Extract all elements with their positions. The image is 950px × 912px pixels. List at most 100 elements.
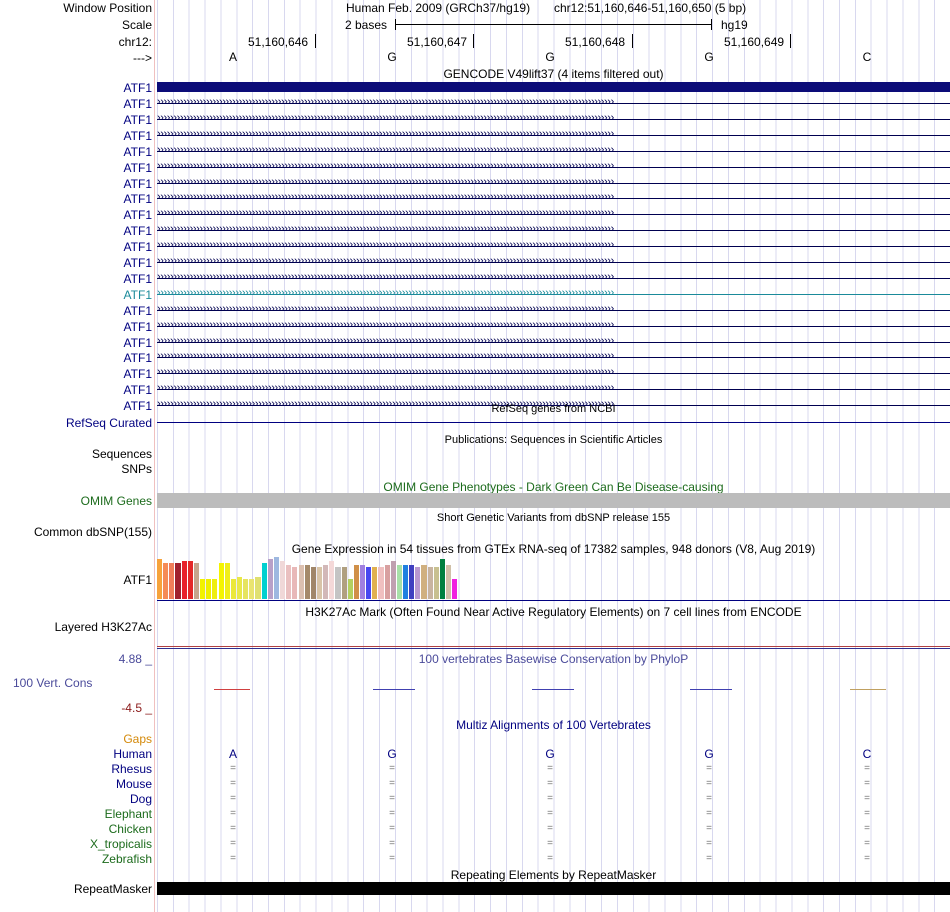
gtex-tissue-bar[interactable] bbox=[415, 567, 421, 599]
gencode-transcript-label[interactable]: ATF1 bbox=[123, 383, 152, 398]
gtex-tissue-bar[interactable] bbox=[304, 565, 310, 599]
cons-track-title[interactable]: 100 vertebrates Basewise Conservation by… bbox=[418, 652, 689, 666]
gtex-tissue-bar[interactable] bbox=[218, 563, 224, 599]
gencode-transcript-label[interactable]: ATF1 bbox=[123, 335, 152, 350]
gtex-tissue-bar[interactable] bbox=[261, 563, 267, 599]
multiz-species-label[interactable]: X_tropicalis bbox=[89, 837, 152, 851]
gtex-tissue-bar[interactable] bbox=[341, 567, 347, 599]
gencode-transcript-line[interactable]: ››››››››››››››››››››››››››››››››››››››››… bbox=[157, 383, 950, 397]
gtex-label[interactable]: ATF1 bbox=[123, 573, 152, 587]
gtex-tissue-bar[interactable] bbox=[206, 579, 212, 599]
repeatmasker-label[interactable]: RepeatMasker bbox=[73, 882, 152, 896]
gencode-transcript-line[interactable]: ››››››››››››››››››››››››››››››››››››››››… bbox=[157, 161, 950, 175]
gencode-transcript-label[interactable]: ATF1 bbox=[123, 192, 152, 207]
gtex-tissue-bar[interactable] bbox=[409, 565, 415, 599]
gencode-transcript-line[interactable]: ››››››››››››››››››››››››››››››››››››››››… bbox=[157, 224, 950, 238]
gtex-tissue-bar[interactable] bbox=[390, 561, 396, 599]
gtex-tissue-bar[interactable] bbox=[427, 567, 433, 599]
gencode-transcript-label[interactable]: ATF1 bbox=[123, 128, 152, 143]
gencode-transcript-label[interactable]: ATF1 bbox=[123, 97, 152, 111]
gtex-tissue-bar[interactable] bbox=[243, 579, 249, 599]
gencode-track-title[interactable]: GENCODE V49lift37 (4 items filtered out) bbox=[443, 67, 664, 81]
gencode-transcript-label[interactable]: ATF1 bbox=[123, 208, 152, 223]
gencode-transcript-line[interactable]: ››››››››››››››››››››››››››››››››››››››››… bbox=[157, 129, 950, 143]
window-position-text[interactable]: chr12:51,160,646-51,160,650 (5 bp) bbox=[554, 1, 747, 15]
repeatmasker-track-title[interactable]: Repeating Elements by RepeatMasker bbox=[450, 868, 657, 882]
gtex-tissue-bar[interactable] bbox=[396, 565, 403, 599]
gencode-transcript-label[interactable]: ATF1 bbox=[123, 399, 152, 414]
gtex-tissue-bar[interactable] bbox=[372, 567, 378, 599]
gtex-tissue-bar[interactable] bbox=[452, 579, 458, 599]
gtex-tissue-bar[interactable] bbox=[267, 559, 273, 599]
h3k27ac-label[interactable]: Layered H3K27Ac bbox=[54, 620, 152, 634]
gtex-tissue-bar[interactable] bbox=[353, 565, 359, 599]
gtex-tissue-bar[interactable] bbox=[236, 577, 243, 599]
gtex-track-title[interactable]: Gene Expression in 54 tissues from GTEx … bbox=[291, 542, 816, 556]
gtex-tissue-bar[interactable] bbox=[310, 567, 316, 599]
gtex-tissue-bar[interactable] bbox=[249, 579, 255, 599]
gtex-tissue-bar[interactable] bbox=[255, 577, 261, 599]
gtex-tissue-bar[interactable] bbox=[292, 567, 298, 599]
gencode-transcript-line[interactable]: ››››››››››››››››››››››››››››››››››››››››… bbox=[157, 399, 950, 413]
publications-track-title[interactable]: Publications: Sequences in Scientific Ar… bbox=[444, 434, 663, 446]
multiz-species-label[interactable]: Human bbox=[113, 747, 152, 761]
gencode-transcript-line[interactable]: ››››››››››››››››››››››››››››››››››››››››… bbox=[157, 304, 950, 318]
gencode-gene-bar[interactable] bbox=[157, 82, 950, 92]
gencode-transcript-label[interactable]: ATF1 bbox=[123, 351, 152, 366]
gtex-tissue-bar[interactable] bbox=[212, 579, 218, 599]
multiz-species-label[interactable]: Elephant bbox=[104, 807, 152, 821]
gencode-transcript-line[interactable]: ››››››››››››››››››››››››››››››››››››››››… bbox=[157, 192, 950, 206]
gtex-tissue-bar[interactable] bbox=[230, 579, 236, 599]
gtex-tissue-bar[interactable] bbox=[446, 565, 452, 599]
dbsnp-track-title[interactable]: Short Genetic Variants from dbSNP releas… bbox=[436, 512, 671, 524]
omim-track-title[interactable]: OMIM Gene Phenotypes - Dark Green Can Be… bbox=[383, 480, 724, 494]
gencode-transcript-line[interactable]: ››››››››››››››››››››››››››››››››››››››››… bbox=[157, 367, 950, 381]
gencode-transcript-line[interactable]: ››››››››››››››››››››››››››››››››››››››››… bbox=[157, 240, 950, 254]
gencode-transcript-label[interactable]: ATF1 bbox=[123, 176, 152, 191]
gtex-tissue-bar[interactable] bbox=[175, 563, 181, 599]
publications-label-sequences[interactable]: Sequences bbox=[91, 447, 152, 461]
gtex-tissue-bar[interactable] bbox=[403, 565, 409, 599]
gtex-tissue-bar[interactable] bbox=[157, 559, 163, 599]
cons-label[interactable]: 100 Vert. Cons bbox=[13, 676, 93, 690]
gtex-tissue-bar[interactable] bbox=[366, 567, 372, 599]
refseq-label[interactable]: RefSeq Curated bbox=[65, 416, 152, 430]
omim-bar[interactable] bbox=[157, 493, 950, 508]
multiz-species-label[interactable]: Chicken bbox=[108, 822, 152, 836]
gtex-tissue-bar[interactable] bbox=[286, 565, 292, 599]
gencode-transcript-label[interactable]: ATF1 bbox=[123, 319, 152, 334]
gtex-tissue-bar[interactable] bbox=[298, 565, 304, 599]
gencode-transcript-line[interactable]: ››››››››››››››››››››››››››››››››››››››››… bbox=[157, 177, 950, 191]
gtex-tissue-bar[interactable] bbox=[439, 559, 446, 599]
gtex-tissue-bar[interactable] bbox=[329, 561, 335, 599]
gencode-transcript-label[interactable]: ATF1 bbox=[123, 271, 152, 286]
omim-label[interactable]: OMIM Genes bbox=[80, 494, 152, 508]
gencode-transcript-line[interactable]: ››››››››››››››››››››››››››››››››››››››››… bbox=[157, 145, 950, 159]
gencode-transcript-line[interactable]: ››››››››››››››››››››››››››››››››››››››››… bbox=[157, 288, 950, 302]
gtex-tissue-bar[interactable] bbox=[360, 565, 366, 599]
dbsnp-label[interactable]: Common dbSNP(155) bbox=[33, 525, 152, 539]
gtex-tissue-bar[interactable] bbox=[224, 563, 230, 599]
gencode-transcript-label[interactable]: ATF1 bbox=[123, 256, 152, 270]
gtex-tissue-bar[interactable] bbox=[187, 561, 193, 599]
multiz-species-label[interactable]: Mouse bbox=[115, 777, 152, 791]
gencode-transcript-label[interactable]: ATF1 bbox=[123, 287, 152, 302]
gencode-transcript-label[interactable]: ATF1 bbox=[123, 240, 152, 255]
gtex-tissue-bar[interactable] bbox=[181, 561, 187, 599]
gencode-transcript-line[interactable]: ››››››››››››››››››››››››››››››››››››››››… bbox=[157, 272, 950, 286]
multiz-gaps-label[interactable]: Gaps bbox=[123, 732, 152, 746]
gtex-tissue-bar[interactable] bbox=[280, 561, 286, 599]
gencode-transcript-label[interactable]: ATF1 bbox=[123, 160, 152, 175]
gencode-transcript-label[interactable]: ATF1 bbox=[123, 303, 152, 318]
gtex-tissue-bar[interactable] bbox=[193, 563, 200, 599]
gencode-transcript-line[interactable]: ››››››››››››››››››››››››››››››››››››››››… bbox=[157, 208, 950, 222]
gencode-gene-label[interactable]: ATF1 bbox=[123, 81, 152, 95]
gencode-transcript-label[interactable]: ATF1 bbox=[123, 144, 152, 159]
gencode-transcript-line[interactable]: ››››››››››››››››››››››››››››››››››››››››… bbox=[157, 336, 950, 350]
gencode-transcript-label[interactable]: ATF1 bbox=[123, 367, 152, 382]
gtex-tissue-bar[interactable] bbox=[163, 563, 169, 599]
gtex-tissue-bar[interactable] bbox=[316, 567, 323, 599]
gtex-tissue-bar[interactable] bbox=[335, 567, 341, 599]
refseq-track-title[interactable]: RefSeq genes from NCBI bbox=[491, 403, 616, 415]
gencode-transcript-line[interactable]: ››››››››››››››››››››››››››››››››››››››››… bbox=[157, 256, 950, 270]
